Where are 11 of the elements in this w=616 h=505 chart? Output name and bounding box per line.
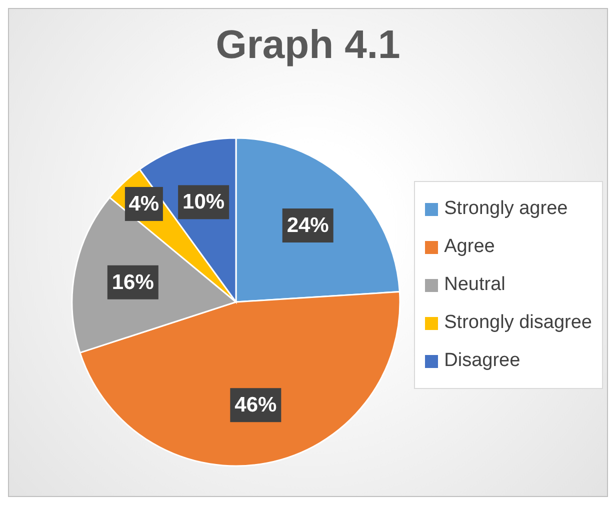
data-label: 10% bbox=[182, 190, 225, 214]
legend-label: Neutral bbox=[444, 273, 506, 297]
legend-label: Disagree bbox=[444, 349, 520, 373]
chart-title: Graph 4.1 bbox=[214, 22, 402, 69]
data-label: 24% bbox=[286, 214, 330, 237]
data-label: 46% bbox=[234, 394, 278, 417]
data-label: 4% bbox=[128, 192, 160, 216]
legend-label: Strongly disagree bbox=[444, 311, 592, 335]
legend-label: Strongly agree bbox=[444, 197, 568, 221]
legend-label: Agree bbox=[444, 235, 495, 259]
data-label: 16% bbox=[112, 270, 154, 294]
